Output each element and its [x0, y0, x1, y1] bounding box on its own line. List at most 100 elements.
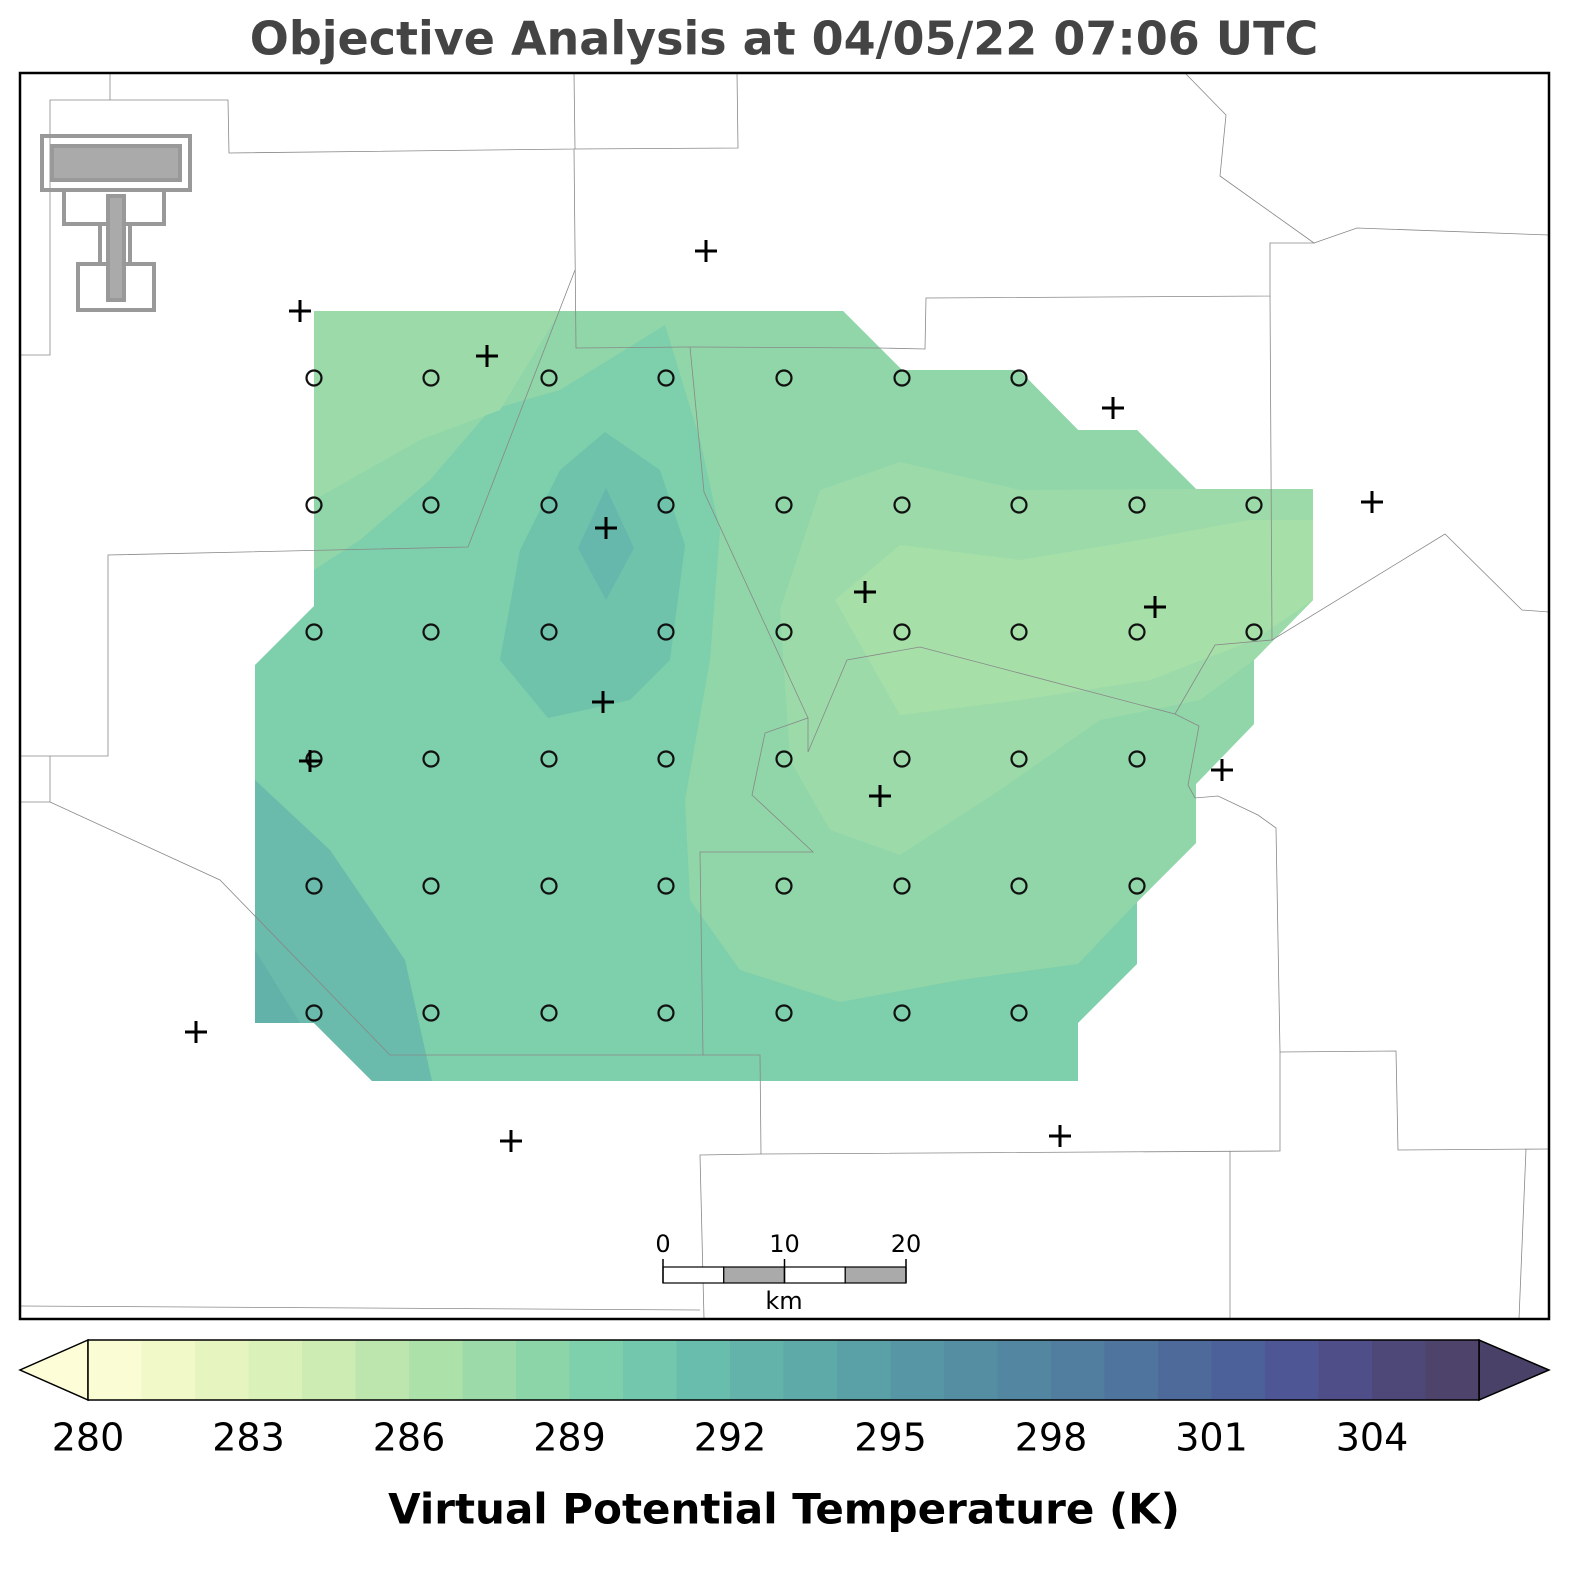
logo-part — [106, 194, 126, 302]
colorbar-segment — [1425, 1340, 1480, 1400]
colorbar-segment — [783, 1340, 838, 1400]
grid-point — [893, 623, 911, 641]
grid-point — [540, 623, 558, 641]
grid-point — [422, 1004, 440, 1022]
grid-point — [1128, 623, 1146, 641]
contour-fill — [255, 950, 300, 1023]
county-line — [49, 269, 1273, 1056]
county-line — [20, 73, 111, 356]
logo — [40, 134, 192, 312]
colorbar-tick-label: 298 — [1015, 1416, 1088, 1460]
colorbar-segment — [302, 1340, 356, 1400]
scale-tick-label: 10 — [769, 1230, 800, 1258]
grid-point — [422, 877, 440, 895]
grid-point — [893, 496, 911, 514]
colorbar-segment — [248, 1340, 303, 1400]
station — [869, 785, 891, 807]
station — [695, 240, 717, 262]
grid-point — [1245, 496, 1263, 514]
contour-fill — [500, 432, 685, 718]
stations — [185, 240, 1383, 1152]
colorbar-segment — [676, 1340, 731, 1400]
map-frame — [18, 71, 1551, 1321]
colorbar-segment — [837, 1340, 891, 1400]
scale-unit: km — [765, 1287, 802, 1315]
colorbar-tick-label: 304 — [1336, 1416, 1409, 1460]
colorbar-segment — [890, 1340, 945, 1400]
colorbar-segment — [516, 1340, 570, 1400]
grid-point — [540, 369, 558, 387]
colorbar-tick-label: 280 — [52, 1416, 125, 1460]
colorbar-segment — [569, 1340, 624, 1400]
grid-point — [305, 369, 323, 387]
scale-tick-label: 0 — [655, 1230, 670, 1258]
county-line — [699, 1153, 762, 1320]
scale-bar: km 0 10 20 — [655, 1230, 921, 1315]
colorbar-segment — [623, 1340, 677, 1400]
grid-point — [305, 750, 323, 768]
colorbar-segment — [355, 1340, 410, 1400]
grid-point — [775, 623, 793, 641]
grid-point — [305, 877, 323, 895]
grid-point — [775, 877, 793, 895]
scale-segment — [723, 1266, 786, 1284]
grid-point — [893, 877, 911, 895]
county-line — [19, 1305, 701, 1311]
grid-point — [775, 369, 793, 387]
grid-point — [305, 496, 323, 514]
grid-point — [1010, 877, 1028, 895]
colorbar-tick-label: 289 — [533, 1416, 606, 1460]
colorbar-segment — [409, 1340, 463, 1400]
colorbar-label: Virtual Potential Temperature (K) — [388, 1485, 1180, 1534]
county-line — [1174, 713, 1550, 1151]
colorbar-segment — [141, 1340, 196, 1400]
county-line — [1271, 533, 1550, 641]
contours — [255, 311, 1313, 1081]
colorbar-segment — [1051, 1340, 1105, 1400]
colorbar-extension — [18, 1338, 89, 1402]
grid-point — [422, 750, 440, 768]
colorbar-segment — [1318, 1340, 1373, 1400]
colorbar-tick-label: 301 — [1175, 1416, 1248, 1460]
scale-segment — [662, 1266, 725, 1284]
colorbar-segment — [462, 1340, 517, 1400]
colorbar: Virtual Potential Temperature (K) 280 283… — [18, 1338, 1551, 1534]
grid-point — [422, 369, 440, 387]
station — [592, 691, 614, 713]
grid-point — [657, 496, 675, 514]
colorbar-tick-label: 283 — [212, 1416, 285, 1460]
scale-segment — [844, 1266, 907, 1284]
grid-point — [422, 496, 440, 514]
grid-point — [305, 1004, 323, 1022]
colorbar-segment — [88, 1340, 142, 1400]
colorbar-frame — [87, 1339, 1480, 1401]
station — [299, 750, 321, 772]
colorbar-segment — [997, 1340, 1052, 1400]
grid-points — [305, 369, 1263, 1022]
grid-point — [657, 1004, 675, 1022]
grid-point — [305, 623, 323, 641]
station — [1102, 397, 1124, 419]
map: km 0 10 20 — [18, 71, 1551, 1321]
grid-point — [1245, 623, 1263, 641]
colorbar-segment — [1104, 1340, 1159, 1400]
logo-part — [50, 144, 182, 182]
colorbar-segment — [944, 1340, 998, 1400]
scale-tick-label: 20 — [891, 1230, 922, 1258]
colorbar-segment — [1265, 1340, 1319, 1400]
grid-point — [540, 496, 558, 514]
grid-point — [775, 1004, 793, 1022]
station — [1361, 491, 1383, 513]
county-lines — [19, 72, 1550, 1320]
title: Objective Analysis at 04/05/22 07:06 UTC — [250, 12, 1319, 66]
grid-point — [1128, 750, 1146, 768]
contour-fill — [314, 311, 560, 500]
station — [185, 1021, 207, 1043]
colorbar-extension — [1478, 1338, 1551, 1402]
colorbar-tick-label: 286 — [373, 1416, 446, 1460]
station — [500, 1130, 522, 1152]
contour-fill — [578, 488, 634, 600]
grid-point — [893, 750, 911, 768]
grid-point — [657, 877, 675, 895]
station — [1049, 1125, 1071, 1147]
